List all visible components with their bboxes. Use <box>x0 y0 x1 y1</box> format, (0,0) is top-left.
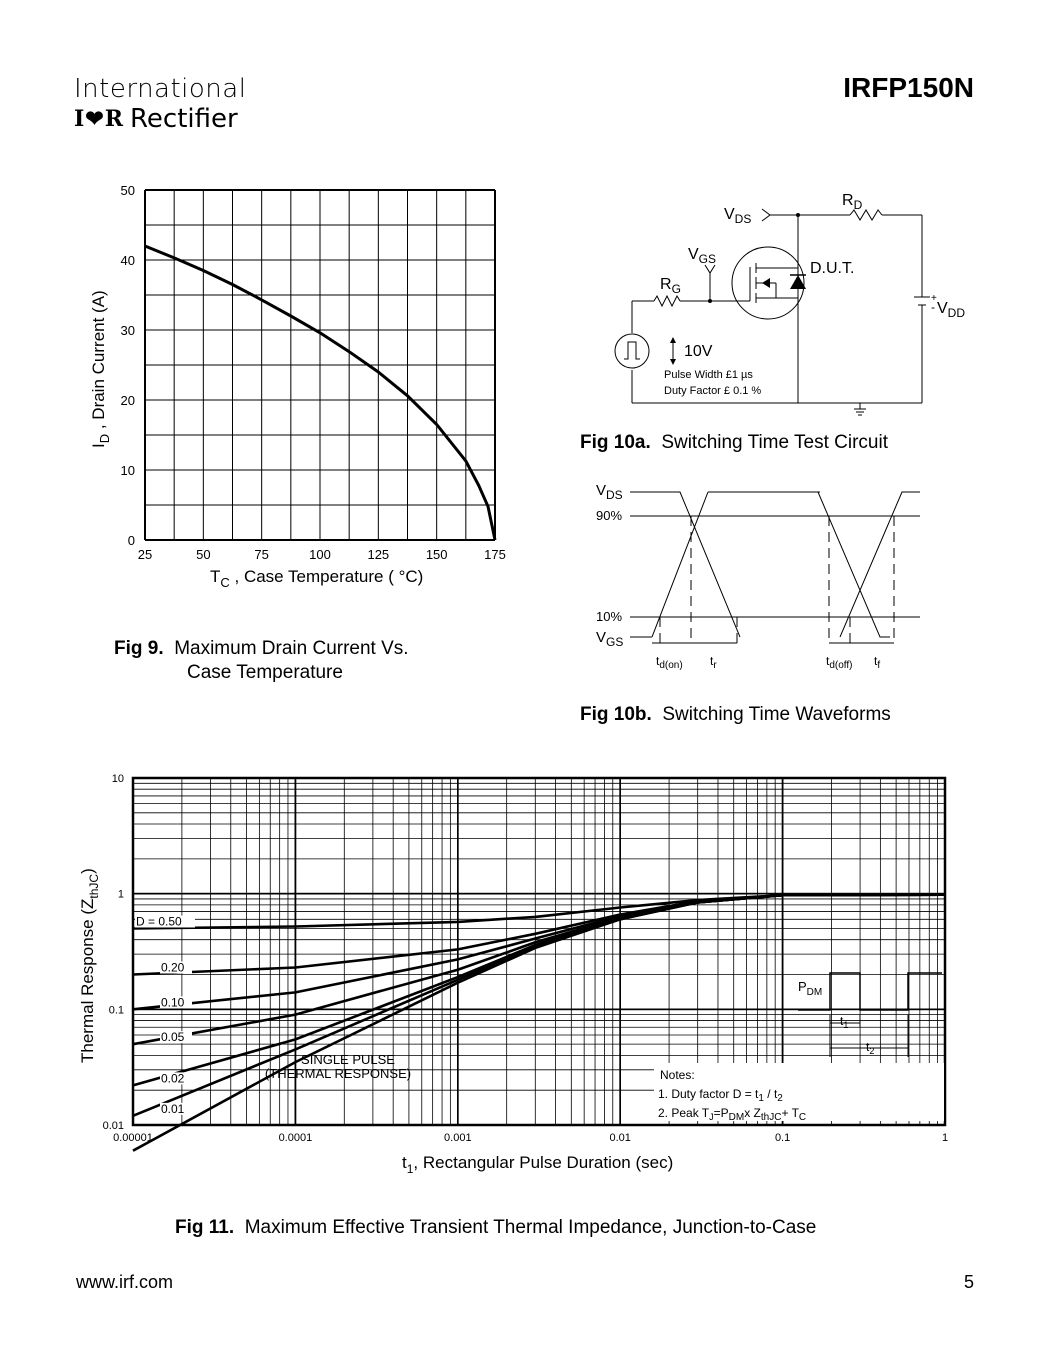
fig10a-duty-factor: Duty Factor £ 0.1 % <box>664 385 761 397</box>
fig11-y-tick-label: 10 <box>112 773 124 785</box>
fig9-x-tick-label: 175 <box>484 547 506 562</box>
fig11-series-label: 0.10 <box>161 995 185 1009</box>
fig10a-rd-label: RD <box>842 192 863 212</box>
fig9-y-tick-label: 0 <box>128 533 135 548</box>
fig11-y-tick-label: 0.01 <box>103 1120 124 1132</box>
fig10b-vds-label: VDS <box>596 482 623 502</box>
fig11-t2-label: t2 <box>866 1040 874 1056</box>
fig9-grid <box>144 189 496 541</box>
fig10a-vdd-plus: + <box>931 293 937 304</box>
fig11-series: D = 0.50 0.20 0.10 0.05 0.02 0.01 <box>132 893 946 1152</box>
fig11-caption: Fig 11. Maximum Effective Transient Ther… <box>175 1217 817 1238</box>
fig10a-vgs-label: VGS <box>688 246 716 266</box>
fig9-x-tick-label: 125 <box>367 547 389 562</box>
part-number: IRFP150N <box>843 72 974 103</box>
fig11-x-tick-label: 0.01 <box>609 1132 630 1144</box>
fig11-x-axis-label: t1, Rectangular Pulse Duration (sec) <box>402 1153 673 1176</box>
fig11-x-tick-label: 0.0001 <box>279 1132 313 1144</box>
fig11-note2: 2. Peak TJ=PDMx ZthJC+ TC <box>658 1106 806 1123</box>
fig9-x-axis-label: TC , Case Temperature ( °C) <box>210 567 423 590</box>
fig11-single-pulse-label: SINGLE PULSE <box>301 1052 395 1067</box>
fig9-chart: 25 50 75 100 125 150 175 0 10 20 30 40 50 TC , Case … <box>89 183 506 590</box>
fig10b-caption: Fig 10b. Switching Time Waveforms <box>580 704 891 725</box>
fig9-x-tick-label: 25 <box>138 547 152 562</box>
fig11-series-label: 0.01 <box>161 1102 185 1116</box>
fig9-y-tick-label: 20 <box>121 393 135 408</box>
fig11-series-label-bg <box>160 1102 192 1115</box>
fig10a-dut-label: D.U.T. <box>810 260 854 277</box>
fig11-series-label-bg <box>160 996 192 1009</box>
fig9-x-tick-label: 50 <box>196 547 210 562</box>
fig10b-tf-label: tf <box>874 654 880 671</box>
fig10b-10pct-label: 10% <box>596 609 622 624</box>
brand-name-line1: International <box>74 74 247 104</box>
ir-logo: I❤R <box>74 106 125 132</box>
fig10b-tr-label: tr <box>710 654 717 671</box>
fig11-series-label: D = 0.50 <box>136 914 182 928</box>
fig9-caption-line2: Case Temperature <box>187 662 343 683</box>
fig9-ticks: 25 50 75 100 125 150 175 0 10 20 30 40 50 <box>121 183 506 562</box>
brand-rectifier: Rectifier <box>130 104 238 134</box>
fig9-x-tick-label: 75 <box>254 547 268 562</box>
fig9-series-line <box>144 244 497 541</box>
fig11-note1: 1. Duty factor D = t1 / t2 <box>658 1087 783 1104</box>
fig9-y-tick-label: 50 <box>121 183 135 198</box>
fig11-notes-title: Notes: <box>660 1068 695 1082</box>
fig11-chart: 0.00001 0.0001 0.001 0.01 0.1 1 0.01 0.1 1 10 D =… <box>78 773 948 1176</box>
fig10b-tdon-label: td(on) <box>656 654 683 671</box>
fig11-pdm-label: PDM <box>798 979 822 998</box>
fig10a-vdd-minus: - <box>931 300 935 314</box>
fig11-x-tick-label: 0.001 <box>444 1132 472 1144</box>
fig11-x-tick-label: 0.1 <box>775 1132 790 1144</box>
fig11-series-label: 0.05 <box>161 1030 185 1044</box>
fig11-series-label-bg <box>160 1072 192 1085</box>
fig11-series-line <box>132 893 946 976</box>
fig11-ticks: 0.00001 0.0001 0.001 0.01 0.1 1 0.01 0.1 1 10 <box>103 773 948 1144</box>
fig10b-90pct-label: 90% <box>596 508 622 523</box>
fig10a-caption: Fig 10a. Switching Time Test Circuit <box>580 432 888 453</box>
fig11-pdm-inset <box>798 972 942 1057</box>
fig9-x-tick-label: 150 <box>426 547 448 562</box>
fig10a-rg-label: RG <box>660 276 681 296</box>
page-number: 5 <box>963 1272 974 1292</box>
fig9-y-tick-label: 40 <box>121 253 135 268</box>
fig9-y-axis-label: ID , Drain Current (A) <box>89 290 112 448</box>
fig10b-waveforms: VDS 90% 10% VGS td(on) tr td(off) tf <box>596 482 920 671</box>
fig10b-vgs-label: VGS <box>596 629 623 649</box>
fig11-y-axis-label: Thermal Response (ZthJC) <box>78 868 101 1063</box>
fig11-series-label-bg <box>160 1031 192 1044</box>
fig11-thermal-response-label: (THERMAL RESPONSE) <box>265 1066 411 1081</box>
fig9-y-tick-label: 10 <box>121 463 135 478</box>
fig10a-circuit: RD VDS VGS RG D.U.T. + - VDD 10V Pulse W… <box>614 192 965 416</box>
fig11-series-label-bg <box>160 961 192 974</box>
fig9-x-tick-label: 100 <box>309 547 331 562</box>
fig11-x-tick-label: 0.00001 <box>113 1132 153 1144</box>
fig9-y-tick-label: 30 <box>121 323 135 338</box>
fig11-series-line <box>132 893 946 1087</box>
fig11-series-label: 0.20 <box>161 961 185 975</box>
fig10a-pulse-width: Pulse Width £1 µs <box>664 369 753 381</box>
fig11-y-tick-label: 0.1 <box>109 1004 124 1016</box>
fig11-series-label-bg <box>135 915 195 928</box>
fig10a-vdd-label: VDD <box>937 300 965 320</box>
footer-url: www.irf.com <box>76 1272 174 1292</box>
fig11-y-tick-label: 1 <box>118 889 124 901</box>
fig11-series-label: 0.02 <box>161 1071 185 1085</box>
brand-name-line2: I❤R Rectifier <box>74 104 238 134</box>
fig10a-pulse-voltage: 10V <box>684 343 713 360</box>
fig11-series-line <box>132 893 946 1152</box>
fig10b-tdoff-label: td(off) <box>826 654 853 671</box>
fig11-x-tick-label: 1 <box>942 1132 948 1144</box>
fig11-t1-label: t1 <box>840 1014 848 1030</box>
fig9-caption: Fig 9. Maximum Drain Current Vs. <box>114 638 409 659</box>
fig11-plot-frame <box>131 776 947 1127</box>
fig10a-vds-label: VDS <box>724 206 751 226</box>
